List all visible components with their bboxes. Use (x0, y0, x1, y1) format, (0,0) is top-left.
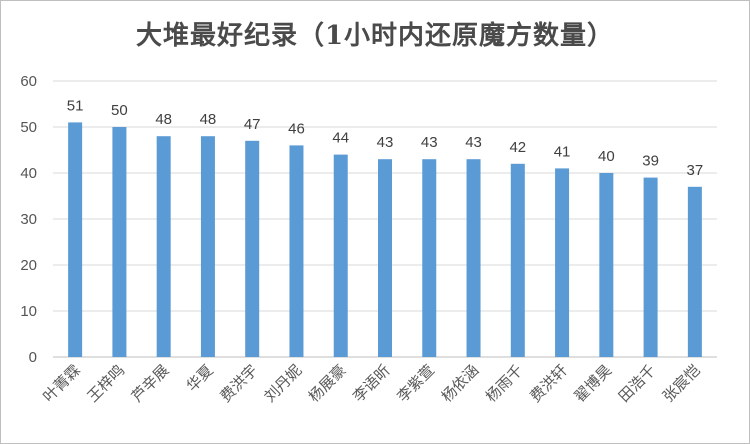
data-label: 43 (465, 134, 482, 151)
bar (643, 177, 658, 357)
y-tick-label: 60 (20, 73, 37, 90)
x-tick-label: 费洪轩 (526, 361, 571, 406)
y-tick-label: 50 (20, 119, 37, 136)
x-tick-label: 芦辛展 (128, 361, 173, 406)
data-label: 51 (67, 97, 84, 114)
x-tick-label: 叶菁霖 (39, 361, 84, 406)
bar (289, 145, 304, 357)
x-tick-label: 杨依涵 (438, 361, 483, 406)
chart-title: 大堆最好纪录（1小时内还原魔方数量） (135, 21, 615, 51)
bar (333, 154, 348, 357)
x-tick-label: 杨展豪 (305, 361, 350, 406)
x-tick-label: 王梓鸣 (84, 361, 129, 406)
y-tick-label: 0 (29, 349, 37, 366)
x-tick-label: 华夏 (183, 361, 217, 395)
bar (245, 140, 260, 357)
bar (422, 159, 437, 357)
data-label: 50 (111, 102, 128, 119)
bar (200, 136, 215, 357)
data-label: 41 (554, 143, 571, 160)
x-tick-label: 翟博昊 (571, 361, 616, 406)
x-tick-label: 刘丹妮 (261, 361, 306, 406)
y-tick-label: 10 (20, 303, 37, 320)
x-tick-label: 田浩千 (615, 361, 660, 406)
data-label: 48 (155, 111, 172, 128)
bar (466, 159, 481, 357)
bar (68, 122, 83, 358)
data-label: 39 (642, 153, 659, 170)
bar (378, 159, 392, 357)
x-tick-label: 李紫萱 (394, 361, 439, 406)
x-tick-label: 费洪宇 (216, 361, 261, 406)
data-label: 40 (598, 148, 615, 165)
data-label: 48 (200, 111, 217, 128)
x-tick-label: 张宸恺 (659, 361, 704, 406)
bar (510, 163, 525, 357)
bar (156, 136, 171, 357)
x-tick-label: 杨雨千 (482, 361, 527, 406)
bar (555, 168, 570, 357)
data-label: 43 (421, 134, 438, 151)
y-tick-label: 20 (20, 257, 37, 274)
bar (687, 186, 702, 357)
y-tick-label: 40 (20, 165, 37, 182)
data-label: 46 (288, 120, 305, 137)
bar (112, 127, 127, 357)
y-tick-label: 30 (20, 211, 37, 228)
data-label: 37 (687, 162, 704, 179)
x-tick-label: 李语昕 (349, 361, 394, 406)
bar (599, 173, 614, 357)
data-label: 44 (332, 130, 349, 147)
data-label: 42 (509, 139, 526, 156)
data-label: 47 (244, 116, 261, 133)
data-label: 43 (377, 134, 394, 151)
